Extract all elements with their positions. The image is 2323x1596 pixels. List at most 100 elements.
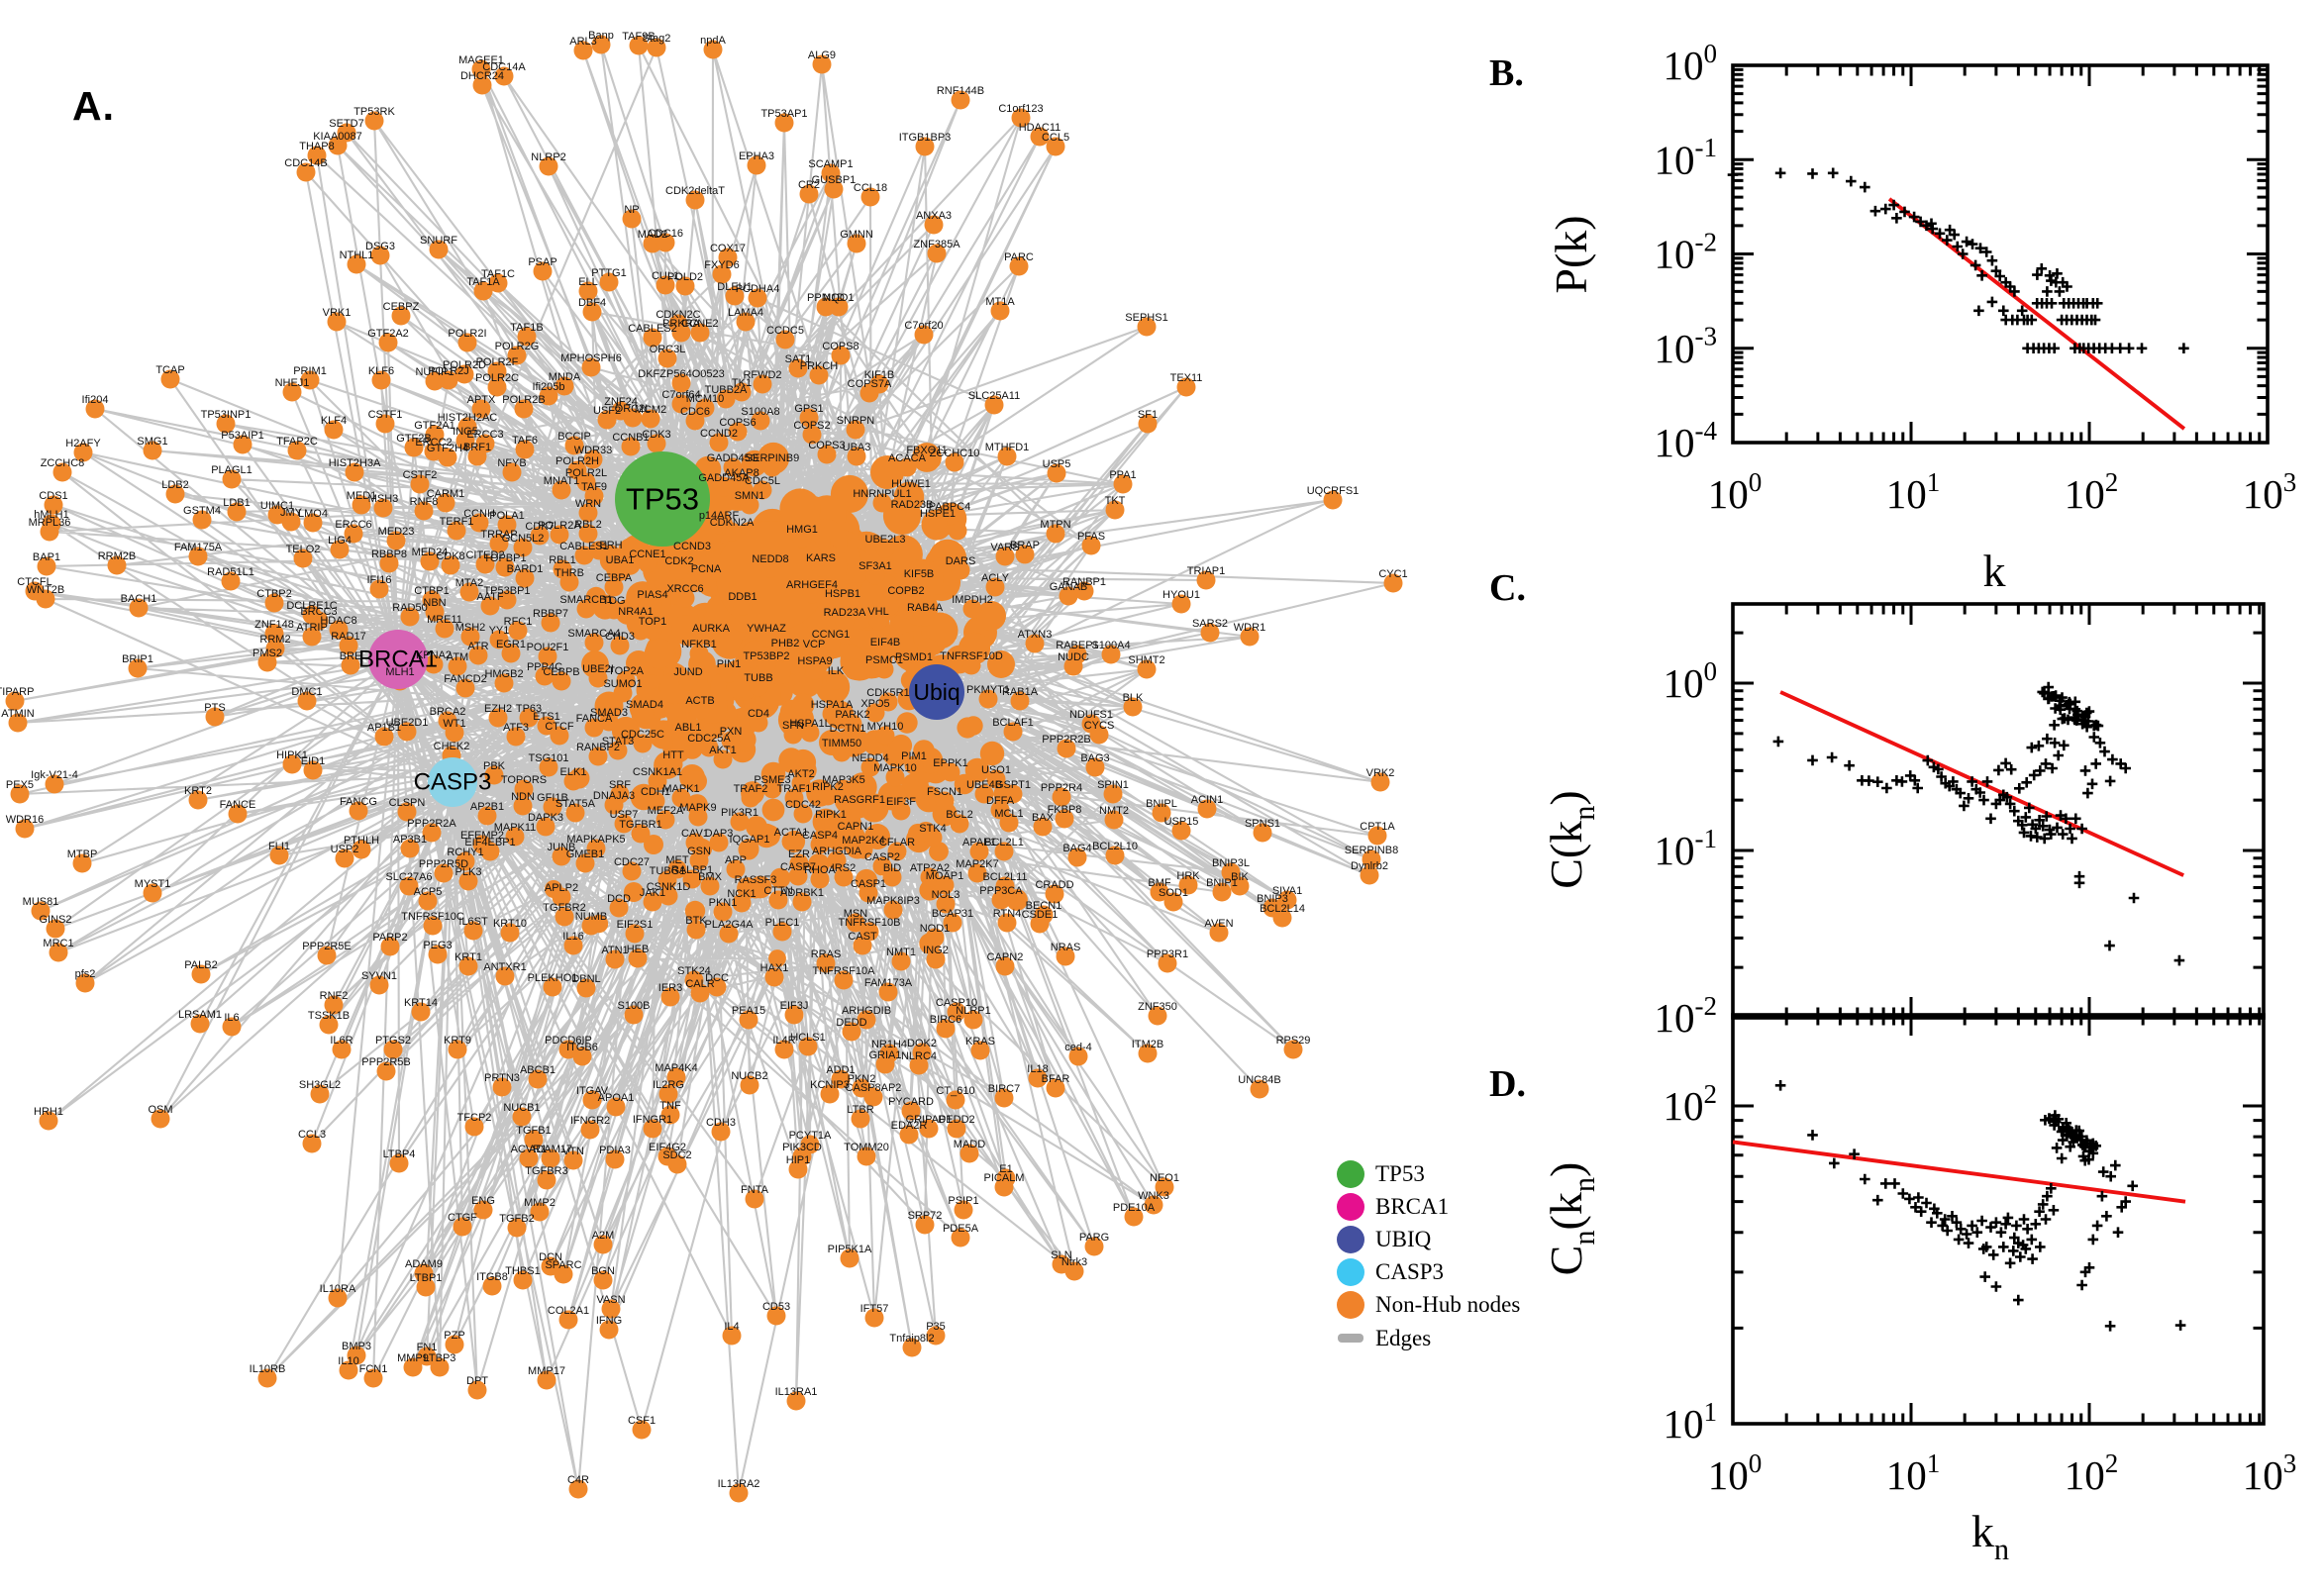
network-filler-node: [644, 835, 663, 854]
network-node: [391, 306, 411, 326]
y-tick-label: 10-3: [1654, 322, 1717, 371]
network-node: [747, 155, 766, 175]
x-axis-title: k: [1983, 546, 2006, 596]
y-axis-title: C(kn): [1541, 790, 1601, 889]
network-filler-node: [987, 650, 1015, 678]
network-node: [473, 281, 493, 301]
network-filler-node: [733, 728, 757, 751]
network-filler-node: [1006, 889, 1028, 911]
network-filler-node: [769, 867, 791, 889]
network-node: [951, 90, 970, 110]
network-node: [629, 36, 649, 55]
y-tick-label: 100: [1663, 656, 1717, 706]
network-filler-node: [948, 521, 967, 541]
x-tick-label: 100: [1708, 1448, 1763, 1498]
network-node: [216, 414, 236, 434]
network-node: [160, 369, 180, 389]
network-node: [671, 323, 691, 343]
x-tick-label: 103: [2243, 1448, 2297, 1498]
network-filler-node: [915, 785, 943, 813]
x-tick-label: 101: [1886, 1448, 1941, 1498]
network-node: [472, 75, 492, 95]
legend-label: CASP3: [1375, 1259, 1445, 1284]
network-node: [748, 288, 767, 308]
network-node: [829, 297, 849, 317]
legend-item-casp3: CASP3: [1337, 1258, 1444, 1286]
network-node: [471, 59, 491, 79]
network-node: [809, 365, 829, 385]
panel-d-label: D.: [1489, 1063, 1526, 1105]
network-node: [831, 346, 851, 365]
network-filler-node: [907, 823, 929, 845]
y-tick-label: 10-2: [1654, 227, 1717, 276]
network-node: [656, 275, 675, 295]
network-filler-node: [768, 949, 786, 967]
network-node: [514, 399, 534, 419]
network-node: [915, 137, 935, 156]
network-node: [643, 328, 662, 348]
network-filler-node: [761, 798, 785, 822]
network-node: [788, 358, 808, 378]
network-filler-node: [976, 601, 1006, 631]
y-tick-label: 102: [1663, 1079, 1717, 1129]
panel-c-label: C.: [1489, 567, 1526, 609]
network-filler-node: [858, 573, 904, 619]
y-axis-title: Cn(kn): [1541, 1162, 1601, 1276]
panel-a-label: A.: [72, 83, 115, 129]
y-tick-label: 10-4: [1654, 416, 1717, 465]
network-node: [695, 398, 715, 418]
network-node: [85, 399, 105, 419]
network-filler-node: [954, 773, 975, 795]
y-tick-label: 10-1: [1654, 133, 1717, 182]
legend-swatch-dot: [1337, 1226, 1364, 1253]
network-filler-node: [685, 770, 707, 792]
network-node: [1030, 127, 1050, 147]
network-filler-node: [697, 529, 721, 552]
network-node: [507, 346, 527, 365]
network-node: [494, 66, 514, 86]
network-node: [774, 113, 794, 133]
network-node: [375, 414, 395, 434]
network-node: [327, 312, 347, 332]
legend-item-edges: Edges: [1337, 1324, 1431, 1352]
network-filler-node: [760, 761, 786, 787]
network-filler-node: [913, 740, 935, 761]
network-node: [429, 240, 449, 259]
network-node: [282, 382, 302, 402]
axis-ticks: [1731, 63, 2270, 445]
network-node: [641, 409, 660, 429]
network-node: [307, 146, 327, 165]
x-tick-label: 102: [2065, 467, 2119, 517]
x-axis-title: kn: [1971, 1506, 2009, 1566]
panel-b-label: B.: [1489, 52, 1524, 94]
y-tick-label: 10-1: [1654, 824, 1717, 873]
network-node: [425, 425, 445, 445]
network-filler-node: [964, 757, 990, 783]
y-axis-title: P(k): [1546, 215, 1596, 293]
network-node: [487, 377, 507, 397]
network-filler-node: [808, 853, 830, 875]
x-tick-label: 102: [2065, 1448, 2119, 1498]
network-node: [533, 261, 553, 281]
network-node: [712, 264, 732, 284]
network-node: [924, 215, 944, 235]
network-node: [371, 370, 391, 390]
network-node: [1011, 108, 1031, 128]
y-tick-label: 10-2: [1654, 991, 1717, 1041]
axis-ticks: [1731, 604, 2264, 1020]
legend-swatch-dot: [1337, 1291, 1364, 1319]
axis-frame: [1731, 1013, 2266, 1426]
network-filler-node: [746, 816, 767, 838]
fit-line: [1779, 690, 2184, 877]
network-node: [685, 411, 705, 431]
scatter-points: [1772, 681, 2185, 966]
legend-swatch-line: [1338, 1334, 1364, 1343]
network-filler-node: [611, 716, 641, 746]
network-node: [347, 254, 366, 274]
network-filler-node: [851, 780, 872, 802]
fit-line: [1732, 1140, 2186, 1204]
network-node: [378, 333, 398, 352]
